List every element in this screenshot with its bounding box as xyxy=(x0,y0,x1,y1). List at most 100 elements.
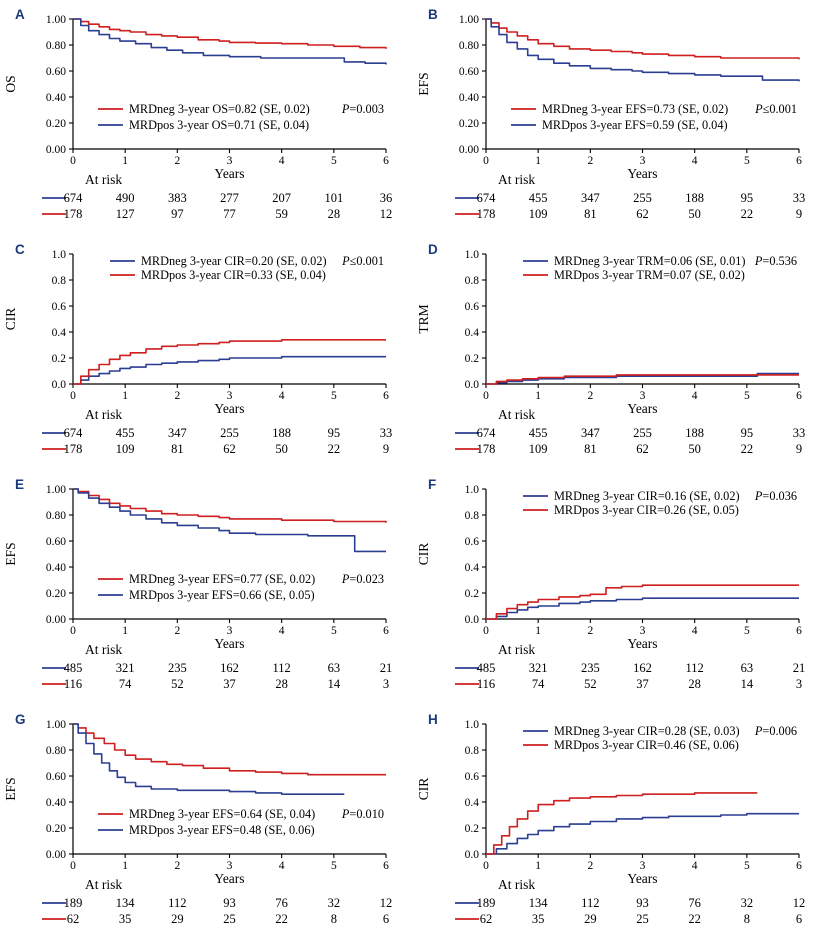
legend-label-MRDneg: MRDneg 3-year CIR=0.20 (SE, 0.02) xyxy=(141,254,327,268)
p-value: P=0.023 xyxy=(341,572,384,586)
x-tick-label: 6 xyxy=(383,860,389,872)
y-tick-label: 0.80 xyxy=(46,745,66,757)
panel-letter: B xyxy=(428,7,438,22)
x-tick-label: 1 xyxy=(535,860,541,872)
at-risk-value: 50 xyxy=(688,442,701,456)
at-risk-value: 28 xyxy=(328,207,341,221)
y-tick-label: 0.20 xyxy=(46,118,66,130)
y-tick-label: 0.0 xyxy=(465,379,480,391)
legend-label-MRDpos: MRDpos 3-year CIR=0.26 (SE, 0.05) xyxy=(554,503,739,517)
p-value: P=0.010 xyxy=(341,807,384,821)
y-tick-label: 0.2 xyxy=(465,588,480,600)
legend-label-MRDneg: MRDneg 3-year CIR=0.28 (SE, 0.03) xyxy=(554,724,740,738)
x-axis-label: Years xyxy=(627,166,657,181)
at-risk-value: 6 xyxy=(796,912,802,926)
at-risk-value: 674 xyxy=(477,426,497,440)
at-risk-value: 12 xyxy=(793,896,806,910)
curve-MRDneg xyxy=(73,18,387,49)
at-risk-value: 112 xyxy=(273,661,291,675)
x-tick-label: 4 xyxy=(692,860,698,872)
y-tick-label: 0.6 xyxy=(465,771,480,783)
x-tick-label: 1 xyxy=(122,625,128,637)
x-tick-label: 4 xyxy=(692,390,698,402)
panel-letter: C xyxy=(15,242,25,257)
at-risk-value: 63 xyxy=(741,661,754,675)
panel-D: D 1.0 0.8 0.6 0.4 0.2 0.0 0 1 2 3 4 5 6 Years TRM MRDneg… xyxy=(413,237,826,472)
panel-letter: D xyxy=(428,242,438,257)
curve-MRDneg xyxy=(486,812,799,855)
at-risk-value: 134 xyxy=(116,896,136,910)
at-risk-value: 112 xyxy=(581,896,599,910)
legend-label-MRDpos: MRDpos 3-year CIR=0.46 (SE, 0.06) xyxy=(554,738,739,752)
at-risk-value: 22 xyxy=(741,442,754,456)
x-tick-label: 2 xyxy=(174,155,180,167)
at-risk-value: 37 xyxy=(223,677,236,691)
x-tick-label: 3 xyxy=(640,155,646,167)
y-tick-label: 0.80 xyxy=(459,40,479,52)
curve-MRDpos xyxy=(486,18,800,82)
y-tick-label: 0.40 xyxy=(46,92,66,104)
y-tick-label: 0.0 xyxy=(465,614,480,626)
chart-B: B 1.00 0.80 0.60 0.40 0.20 0.00 0 1 2 3 4 5 6 Years EFS… xyxy=(416,7,805,221)
panel-B: B 1.00 0.80 0.60 0.40 0.20 0.00 0 1 2 3 4 5 6 Years EFS… xyxy=(413,2,826,237)
panel-letter: F xyxy=(428,477,436,492)
curve-MRDpos xyxy=(73,488,386,553)
at-risk-label: At risk xyxy=(85,877,122,892)
x-tick-label: 3 xyxy=(227,155,233,167)
at-risk-value: 6 xyxy=(383,912,389,926)
at-risk-value: 62 xyxy=(67,912,80,926)
at-risk-label: At risk xyxy=(85,407,122,422)
legend-label-MRDneg: MRDneg 3-year EFS=0.73 (SE, 0.02) xyxy=(542,102,728,116)
at-risk-value: 3 xyxy=(796,677,802,691)
p-value: P≤0.001 xyxy=(754,102,797,116)
at-risk-value: 189 xyxy=(64,896,83,910)
x-tick-label: 0 xyxy=(483,860,489,872)
chart-D: D 1.0 0.8 0.6 0.4 0.2 0.00 1 2 3 4 5 6 Years TRM MRDneg… xyxy=(416,242,805,456)
at-risk-value: 32 xyxy=(741,896,754,910)
at-risk-value: 9 xyxy=(796,442,802,456)
legend-label-MRDneg: MRDneg 3-year EFS=0.64 (SE, 0.04) xyxy=(129,807,315,821)
x-tick-label: 4 xyxy=(279,390,285,402)
at-risk-value: 21 xyxy=(793,661,806,675)
at-risk-value: 134 xyxy=(529,896,549,910)
chart-F: F 1.0 0.8 0.6 0.4 0.2 0.00 1 2 3 4 5 6 Years CIR MRDneg… xyxy=(416,477,806,691)
curve-MRDpos xyxy=(486,584,799,620)
y-tick-label: 0.6 xyxy=(465,301,480,313)
at-risk-value: 178 xyxy=(64,207,83,221)
at-risk-value: 321 xyxy=(529,661,548,675)
x-tick-label: 5 xyxy=(331,155,337,167)
y-tick-label: 0.8 xyxy=(465,275,480,287)
curve-MRDpos xyxy=(73,18,387,65)
x-tick-label: 0 xyxy=(70,390,76,402)
x-tick-label: 0 xyxy=(483,625,489,637)
x-tick-label: 2 xyxy=(174,860,180,872)
x-tick-label: 0 xyxy=(483,390,489,402)
at-risk-value: 127 xyxy=(116,207,135,221)
y-tick-label: 0.00 xyxy=(46,144,66,156)
at-risk-value: 109 xyxy=(529,442,548,456)
x-tick-label: 5 xyxy=(744,390,750,402)
at-risk-value: 112 xyxy=(686,661,704,675)
at-risk-value: 74 xyxy=(119,677,132,691)
at-risk-value: 81 xyxy=(584,442,597,456)
x-tick-label: 0 xyxy=(70,860,76,872)
x-tick-label: 3 xyxy=(227,860,233,872)
y-tick-label: 0.2 xyxy=(52,353,67,365)
y-tick-label: 0.60 xyxy=(459,66,479,78)
at-risk-value: 485 xyxy=(64,661,83,675)
y-axis-label: CIR xyxy=(3,308,18,331)
y-tick-label: 0.60 xyxy=(46,536,66,548)
at-risk-value: 77 xyxy=(223,207,236,221)
at-risk-value: 188 xyxy=(272,426,291,440)
at-risk-value: 74 xyxy=(532,677,545,691)
at-risk-value: 28 xyxy=(275,677,288,691)
at-risk-value: 33 xyxy=(380,426,393,440)
at-risk-value: 22 xyxy=(328,442,341,456)
at-risk-value: 674 xyxy=(477,191,497,205)
y-tick-label: 0.60 xyxy=(46,66,66,78)
y-tick-label: 1.0 xyxy=(465,249,480,261)
x-tick-label: 6 xyxy=(383,625,389,637)
at-risk-value: 35 xyxy=(532,912,545,926)
y-tick-label: 0.20 xyxy=(46,823,66,835)
y-axis-label: EFS xyxy=(416,72,431,95)
